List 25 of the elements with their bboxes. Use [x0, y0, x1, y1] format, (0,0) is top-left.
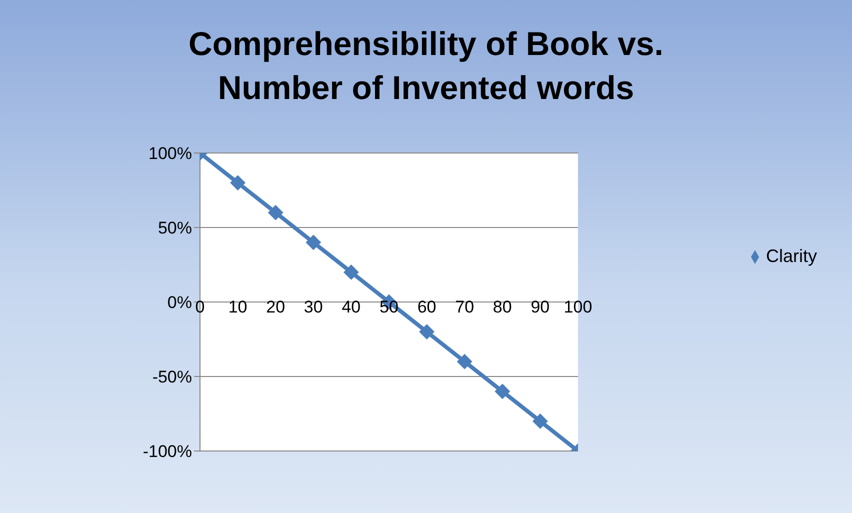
point	[344, 264, 359, 280]
point	[494, 384, 510, 399]
x-tick-label: 60	[417, 298, 436, 316]
y-tick-label: 0%	[167, 293, 192, 312]
y-tick-label: -50%	[152, 368, 192, 387]
y-tick-label: -100%	[142, 442, 192, 462]
x-tick-label: 10	[228, 298, 248, 316]
x-tick-label: 90	[530, 298, 550, 316]
x-tick-label: 70	[455, 298, 474, 316]
point	[230, 175, 246, 190]
legend-label: Clarity	[766, 246, 817, 266]
x-tick-label: 40	[342, 298, 361, 316]
y-tick-label: 50%	[158, 218, 192, 238]
x-tick-label: 80	[492, 298, 512, 316]
point	[268, 205, 284, 220]
x-tick-label: 20	[266, 298, 286, 316]
x-tick-label: 30	[304, 298, 323, 316]
point	[457, 354, 472, 370]
point	[306, 234, 321, 250]
x-tick-label: 100	[564, 298, 592, 316]
chart-title: Comprehensibility of Book vs. Number of Invented words	[188, 24, 664, 108]
point	[532, 414, 548, 429]
point	[419, 324, 434, 340]
y-tick-label: 100%	[148, 144, 192, 164]
x-tick-label: 0	[195, 298, 205, 316]
